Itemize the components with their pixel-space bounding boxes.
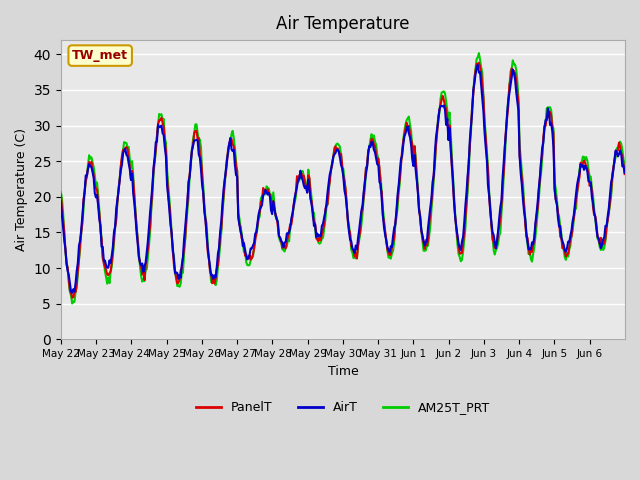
PanelT: [364, 163, 371, 169]
X-axis label: Time: Time: [328, 365, 358, 378]
AirT: [68, 290, 76, 296]
AM25T_PRT: [57, 189, 65, 195]
AM25T_PRT: [609, 164, 617, 170]
Line: AM25T_PRT: AM25T_PRT: [61, 53, 625, 303]
PanelT: [57, 192, 65, 198]
PanelT: [330, 155, 337, 160]
Text: TW_met: TW_met: [72, 49, 128, 62]
AirT: [57, 199, 65, 204]
PanelT: [621, 171, 628, 177]
Title: Air Temperature: Air Temperature: [276, 15, 410, 33]
PanelT: [475, 60, 483, 66]
Line: PanelT: PanelT: [61, 63, 625, 298]
AM25T_PRT: [394, 205, 401, 211]
AM25T_PRT: [326, 176, 333, 181]
AM25T_PRT: [475, 50, 483, 56]
AirT: [394, 192, 401, 198]
AirT: [474, 62, 482, 68]
Line: AirT: AirT: [61, 65, 625, 293]
AM25T_PRT: [364, 162, 371, 168]
Y-axis label: Air Temperature (C): Air Temperature (C): [15, 128, 28, 251]
AirT: [609, 168, 617, 173]
PanelT: [609, 165, 617, 170]
AirT: [364, 164, 371, 170]
AirT: [621, 170, 628, 176]
AM25T_PRT: [68, 300, 76, 306]
AM25T_PRT: [621, 161, 628, 167]
AM25T_PRT: [330, 156, 337, 162]
AirT: [330, 154, 337, 160]
PanelT: [326, 179, 333, 185]
AirT: [522, 216, 529, 222]
PanelT: [522, 221, 529, 227]
Legend: PanelT, AirT, AM25T_PRT: PanelT, AirT, AM25T_PRT: [191, 396, 495, 420]
AM25T_PRT: [522, 215, 529, 221]
AirT: [326, 171, 333, 177]
PanelT: [394, 197, 401, 203]
PanelT: [68, 295, 76, 300]
